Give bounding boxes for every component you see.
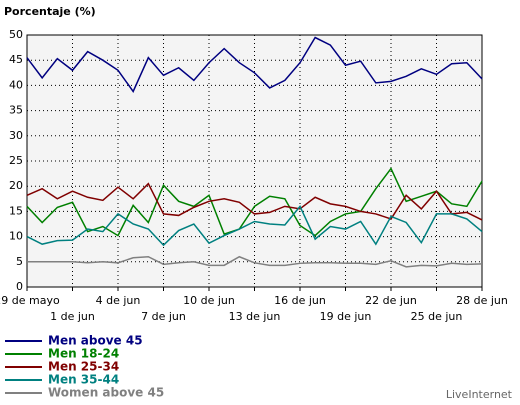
y-tick-label: 45 <box>9 53 23 66</box>
series-line <box>26 167 483 237</box>
x-tick-label: 22 de jun <box>365 294 417 307</box>
series-line <box>26 204 483 247</box>
y-tick-label: 10 <box>9 230 23 243</box>
source: LiveInternet <box>446 388 513 401</box>
y-tick-label: 30 <box>9 129 23 142</box>
x-tick-label: 16 de jun <box>274 294 326 307</box>
chart-title: Porcentaje (%) <box>4 5 96 18</box>
y-tick-label: 25 <box>9 154 23 167</box>
legend-label: Men 18-24 <box>48 347 119 361</box>
plot-border <box>26 34 483 288</box>
x-tick-label: 1 de jun <box>50 310 95 323</box>
x-tick-label: 10 de jun <box>183 294 235 307</box>
legend-label: Men above 45 <box>48 334 143 348</box>
y-tick-label: 35 <box>9 104 23 117</box>
y-tick-label: 15 <box>9 204 23 217</box>
legend-label: Men 35-44 <box>48 373 119 387</box>
y-tick-label: 5 <box>16 255 23 268</box>
legend-label: Men 25-34 <box>48 360 119 374</box>
series-line <box>26 36 483 93</box>
x-tick-label: 7 de jun <box>141 310 186 323</box>
x-tick-label: 28 de jun <box>456 294 508 307</box>
series-line <box>27 255 483 268</box>
x-tick-label: 25 de jun <box>411 310 463 323</box>
y-tick-label: 50 <box>9 28 23 41</box>
y-tick-label: 20 <box>9 179 23 192</box>
series-line <box>26 182 483 221</box>
y-tick-label: 0 <box>16 280 23 293</box>
x-tick-label: 29 de mayo <box>0 294 60 307</box>
legend-label: Women above 45 <box>48 386 164 400</box>
x-tick-label: 4 de jun <box>96 294 141 307</box>
y-tick-label: 40 <box>9 78 23 91</box>
x-tick-label: 13 de jun <box>229 310 281 323</box>
x-tick-label: 19 de jun <box>320 310 372 323</box>
